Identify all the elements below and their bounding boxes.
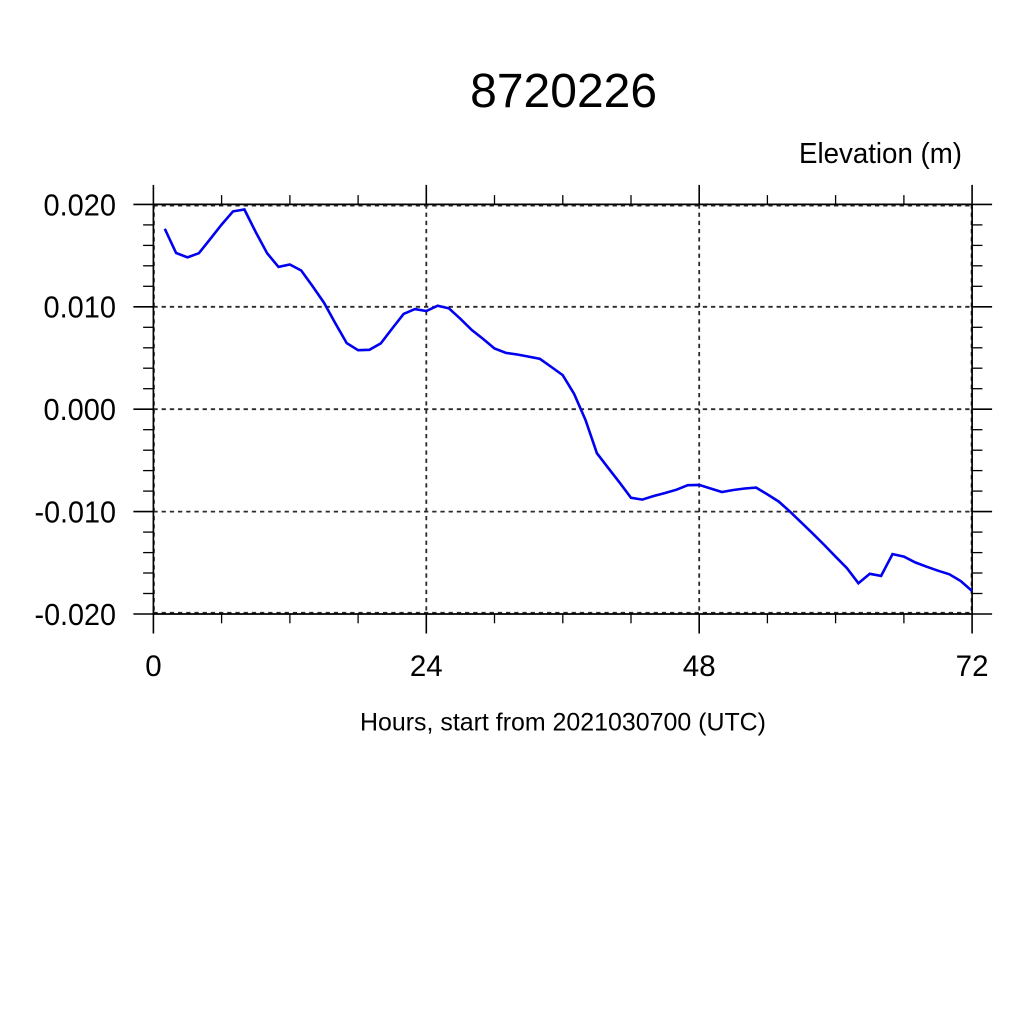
svg-text:24: 24 [410, 650, 443, 683]
svg-text:0.010: 0.010 [44, 291, 117, 325]
svg-text:48: 48 [683, 650, 716, 683]
svg-text:8720226: 8720226 [470, 65, 657, 118]
svg-text:-0.010: -0.010 [35, 496, 117, 530]
svg-text:0: 0 [145, 650, 161, 683]
svg-text:-0.020: -0.020 [35, 598, 117, 632]
svg-text:0.000: 0.000 [44, 393, 117, 427]
svg-text:Hours, start from 2021030700 (: Hours, start from 2021030700 (UTC) [360, 709, 766, 737]
svg-text:0.020: 0.020 [44, 188, 117, 222]
svg-text:Elevation (m): Elevation (m) [799, 138, 962, 170]
svg-text:72: 72 [956, 650, 989, 683]
